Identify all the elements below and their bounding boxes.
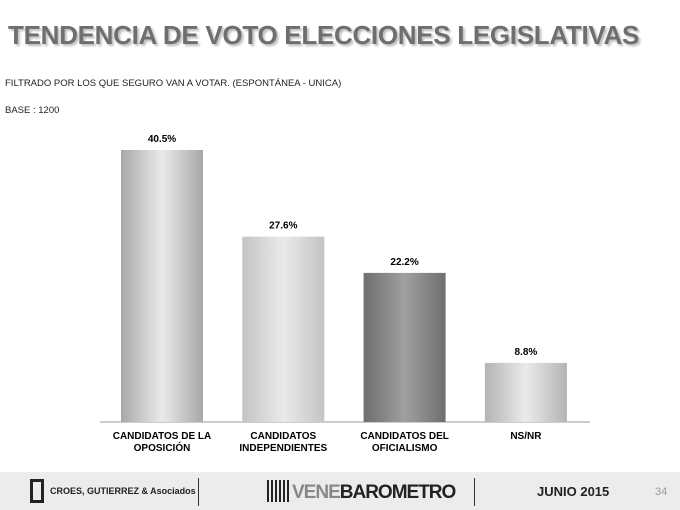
bar — [242, 236, 325, 422]
data-label: 22.2% — [390, 257, 418, 268]
bar — [363, 272, 446, 422]
brand-croes: CROES, GUTIERREZ & Asociados — [50, 486, 196, 496]
divider — [474, 478, 475, 506]
cga-logo-icon — [30, 479, 44, 503]
brand-vene: VENE — [292, 482, 341, 503]
barometer-logo-icon — [267, 480, 289, 502]
data-label: 8.8% — [515, 347, 538, 358]
brand-venebarometro: VENEBAROMETRO — [292, 482, 457, 504]
page-number: 34 — [655, 486, 668, 498]
report-date: JUNIO 2015 — [537, 484, 610, 499]
footer — [0, 472, 680, 510]
brand-barometro: BAROMETRO — [339, 482, 457, 503]
category-label: CANDIDATOS DEL — [360, 431, 449, 442]
bar — [484, 362, 567, 422]
divider — [198, 478, 199, 506]
category-label: OFICIALISMO — [372, 443, 438, 454]
data-label: 40.5% — [148, 134, 176, 145]
category-label: OPOSICIÓN — [134, 441, 191, 454]
bar — [121, 150, 203, 422]
category-label: NS/NR — [510, 431, 542, 442]
category-label: CANDIDATOS DE LA — [113, 431, 212, 442]
category-label: INDEPENDIENTES — [239, 443, 327, 454]
page-title: TENDENCIA DE VOTO ELECCIONES LEGISLATIVA… — [8, 20, 640, 50]
data-label: 27.6% — [269, 221, 297, 232]
base-note: BASE : 1200 — [5, 105, 60, 116]
filter-note: FILTRADO POR LOS QUE SEGURO VAN A VOTAR.… — [5, 78, 342, 89]
category-label: CANDIDATOS — [250, 431, 316, 442]
